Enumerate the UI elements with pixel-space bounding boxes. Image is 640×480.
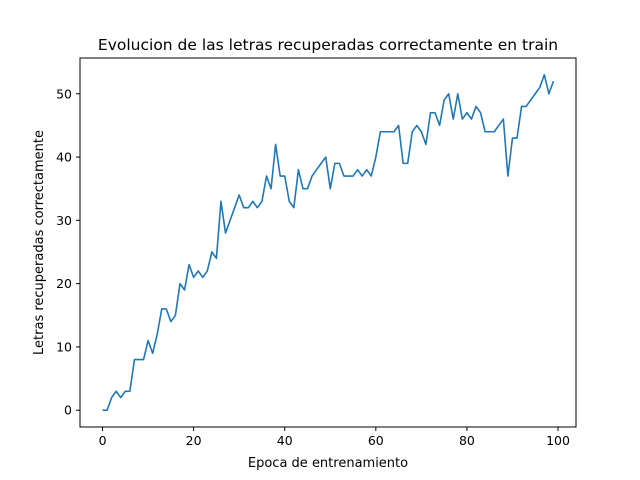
x-tick-label: 0: [99, 433, 107, 448]
plot-area: [102, 73, 555, 412]
y-axis-label: Letras recuperadas correctamente: [32, 130, 47, 355]
x-axis-label: Epoca de entrenamiento: [248, 456, 408, 471]
x-tick-label: 60: [368, 433, 384, 448]
x-tick-label: 40: [277, 433, 293, 448]
y-tick-label: 30: [56, 213, 72, 228]
y-tick-label: 40: [56, 150, 72, 165]
chart-title: Evolucion de las letras recuperadas corr…: [98, 36, 558, 54]
y-tick-label: 0: [64, 403, 72, 418]
axis-ticks: 0 20 40 60 80 100 0 10 20 30 40 50: [56, 86, 570, 448]
axes-frame: [79, 57, 577, 428]
y-tick-label: 20: [56, 276, 72, 291]
x-tick-label: 80: [459, 433, 475, 448]
x-tick-label: 20: [186, 433, 202, 448]
y-tick-label: 10: [56, 339, 72, 354]
series-line: [102, 73, 555, 412]
x-tick-label: 100: [546, 433, 570, 448]
y-tick-label: 50: [56, 86, 72, 101]
